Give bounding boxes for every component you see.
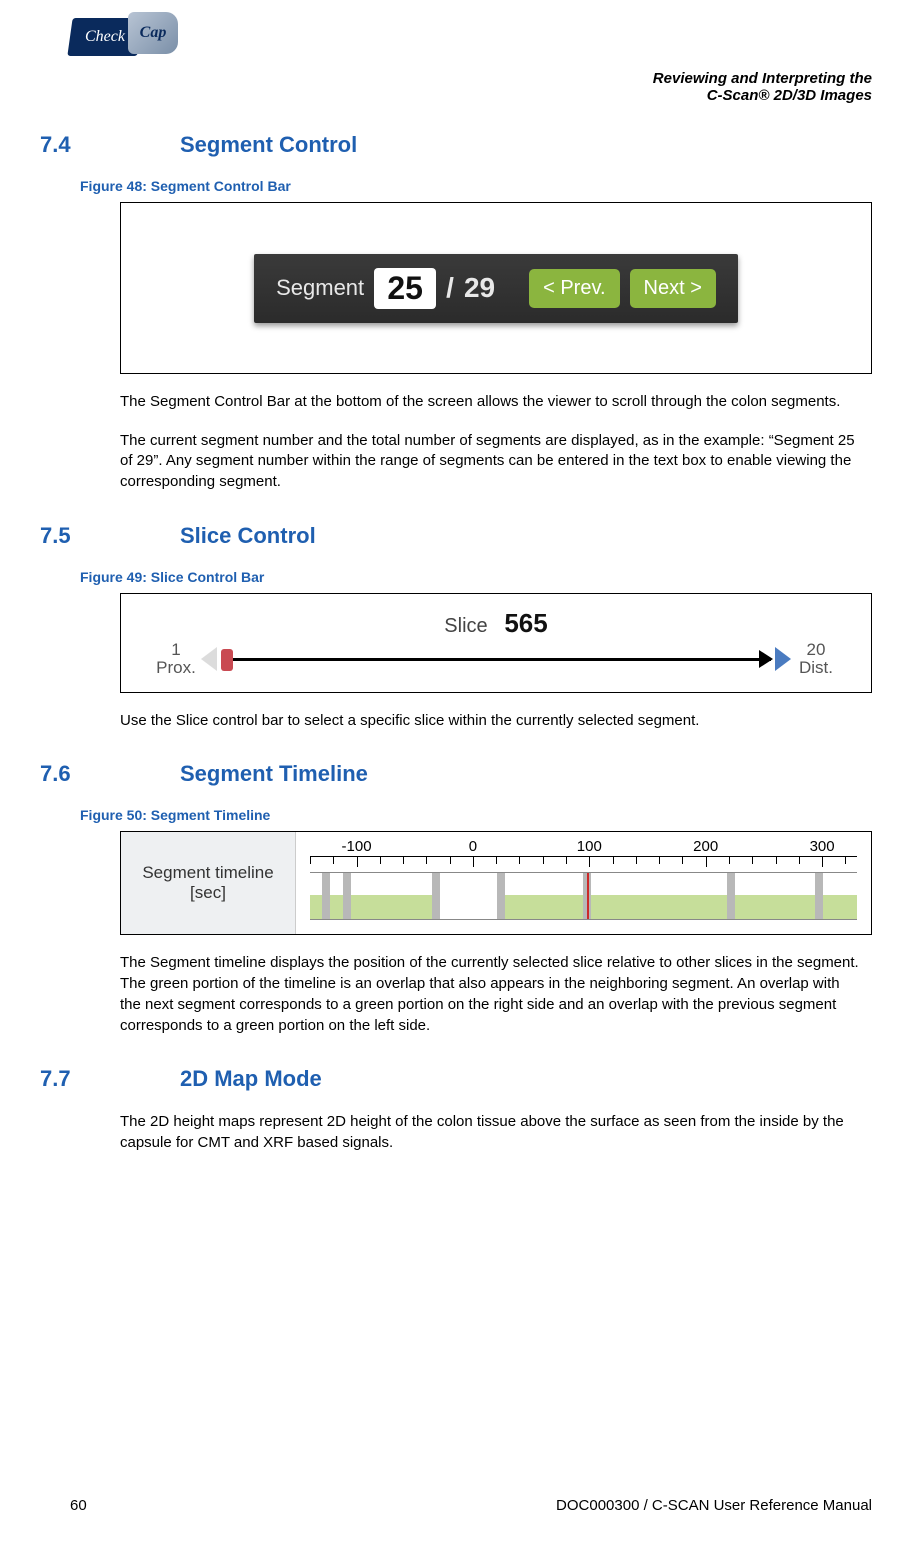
timeline-tick [706, 857, 707, 867]
timeline-tick-label: 300 [810, 838, 835, 855]
section-title-75: Slice Control [180, 523, 316, 549]
page-header: Reviewing and Interpreting the C-Scan® 2… [70, 70, 872, 104]
slice-handle[interactable] [221, 649, 233, 671]
timeline-tick [659, 857, 660, 864]
timeline-tick [682, 857, 683, 864]
timeline-tick [403, 857, 404, 864]
timeline-tick [333, 857, 334, 864]
timeline-ruler [310, 856, 857, 866]
timeline-tick-label: -100 [342, 838, 372, 855]
timeline-tick [473, 857, 474, 867]
figure-49: Slice 565 1 Prox. 20 Dist. [120, 593, 872, 693]
section-title-76: Segment Timeline [180, 761, 368, 787]
slice-right-end: 20 Dist. [791, 641, 841, 678]
timeline-tick [357, 857, 358, 867]
timeline-tick-label: 100 [577, 838, 602, 855]
next-button[interactable]: Next > [630, 269, 716, 308]
timeline-tick [776, 857, 777, 864]
segment-label: Segment [276, 275, 364, 301]
slice-value: 565 [504, 608, 547, 638]
slice-prev-icon[interactable] [201, 647, 217, 671]
timeline-tick [426, 857, 427, 864]
paragraph-1: The Segment Control Bar at the bottom of… [120, 392, 862, 413]
slice-right-label: Dist. [791, 659, 841, 678]
section-num-74: 7.4 [40, 132, 180, 158]
timeline-tick [589, 857, 590, 867]
timeline-gray-marker [497, 873, 505, 919]
section-num-75: 7.5 [40, 523, 180, 549]
slice-left-label: Prox. [151, 659, 201, 678]
timeline-tick-label: 200 [693, 838, 718, 855]
paragraph-2: The current segment number and the total… [120, 431, 862, 493]
slice-next-icon[interactable] [775, 647, 791, 671]
figure-48: Segment 25 / 29 < Prev. Next > [120, 202, 872, 374]
logo-cap-text: Cap [140, 24, 167, 42]
timeline-tick [845, 857, 846, 864]
slice-label: Slice [444, 615, 487, 637]
segment-slash: / [446, 272, 454, 304]
header-line1: Reviewing and Interpreting the [70, 70, 872, 87]
paragraph-5: The 2D height maps represent 2D height o… [120, 1112, 862, 1153]
slice-left-num: 1 [151, 641, 201, 660]
paragraph-4: The Segment timeline displays the positi… [120, 953, 862, 1036]
slice-left-end: 1 Prox. [151, 641, 201, 678]
figure-caption-50: Figure 50: Segment Timeline [80, 807, 872, 823]
page-number: 60 [70, 1497, 87, 1514]
timeline-chart: -100 0 100 200 300 [296, 832, 871, 934]
timeline-band [310, 872, 857, 920]
doc-reference: DOC000300 / C-SCAN User Reference Manual [556, 1497, 872, 1514]
timeline-tick [566, 857, 567, 864]
timeline-tick [380, 857, 381, 864]
timeline-gray-marker [432, 873, 440, 919]
figure-caption-48: Figure 48: Segment Control Bar [80, 178, 872, 194]
timeline-gray-marker [815, 873, 823, 919]
prev-button[interactable]: < Prev. [529, 269, 619, 308]
figure-caption-49: Figure 49: Slice Control Bar [80, 569, 872, 585]
timeline-tick [752, 857, 753, 864]
logo: Check Cap [70, 12, 190, 60]
timeline-gray-marker [727, 873, 735, 919]
header-line2: C-Scan® 2D/3D Images [70, 87, 872, 104]
page-footer: 60 DOC000300 / C-SCAN User Reference Man… [70, 1497, 872, 1514]
segment-control-bar: Segment 25 / 29 < Prev. Next > [254, 254, 738, 323]
timeline-tick [543, 857, 544, 864]
segment-total: 29 [464, 272, 495, 304]
logo-check-text: Check [85, 28, 125, 46]
timeline-left-line2: [sec] [190, 883, 226, 903]
timeline-tick [450, 857, 451, 864]
timeline-tick [310, 857, 311, 864]
timeline-gray-marker [343, 873, 351, 919]
timeline-tick [496, 857, 497, 864]
logo-cap: Cap [128, 12, 178, 54]
timeline-tick [822, 857, 823, 867]
timeline-left-line1: Segment timeline [142, 863, 273, 883]
timeline-tick [613, 857, 614, 864]
section-num-77: 7.7 [40, 1066, 180, 1092]
section-title-74: Segment Control [180, 132, 357, 158]
section-title-77: 2D Map Mode [180, 1066, 322, 1092]
timeline-current-marker [587, 873, 589, 919]
timeline-tick [799, 857, 800, 864]
timeline-tick [729, 857, 730, 864]
section-num-76: 7.6 [40, 761, 180, 787]
timeline-left-panel: Segment timeline [sec] [121, 832, 296, 934]
timeline-tick-label: 0 [469, 838, 477, 855]
timeline-green-overlap [501, 895, 857, 919]
slice-label-row: Slice 565 [151, 608, 841, 639]
timeline-tick [636, 857, 637, 864]
segment-current-input[interactable]: 25 [374, 268, 436, 309]
slice-track-arrowhead-icon [759, 650, 773, 668]
figure-50: Segment timeline [sec] -100 0 100 200 300 [120, 831, 872, 935]
slice-track[interactable] [221, 658, 771, 661]
timeline-gray-marker [322, 873, 330, 919]
timeline-tick [519, 857, 520, 864]
paragraph-3: Use the Slice control bar to select a sp… [120, 711, 862, 732]
slice-right-num: 20 [791, 641, 841, 660]
